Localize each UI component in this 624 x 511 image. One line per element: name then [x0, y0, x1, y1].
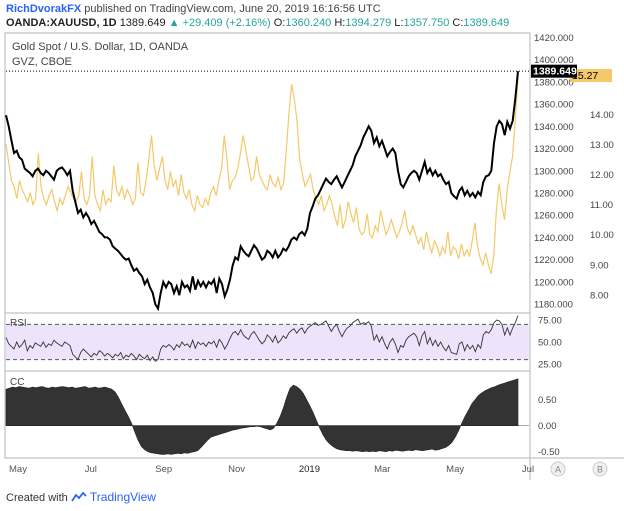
rsi-axis-ticks: 75.00 50.00 25.00: [538, 316, 562, 371]
cc-series-area: [5, 378, 519, 455]
price-tick-label: 1200.000: [534, 277, 574, 288]
svg-text:1389.649: 1389.649: [533, 66, 577, 78]
price-tick-label: 1300.000: [534, 166, 574, 177]
gvz-tick-label: 11.00: [590, 200, 613, 211]
x-tick-label: Jul: [522, 464, 534, 475]
close-value: 1389.649: [463, 17, 510, 29]
rsi-tick-label: 50.00: [538, 338, 562, 349]
low-value: 1357.750: [403, 17, 450, 29]
svg-text:A: A: [555, 465, 561, 475]
price-last-label: 1389.649: [531, 64, 577, 78]
svg-text:B: B: [597, 465, 603, 475]
tradingview-logo-icon: [71, 491, 87, 502]
main-panel-frame: [4, 32, 531, 314]
scale-b-button[interactable]: B: [592, 461, 608, 477]
high-label: H:: [334, 17, 346, 29]
symbol-line: OANDA:XAUUSD, 1D 1389.649 ▲ +29.409 (+2.…: [6, 17, 509, 29]
chart-area[interactable]: 1420.000 1400.000 1380.000 1360.000 1340.000…: [0, 0, 624, 480]
x-tick-label: Mar: [374, 464, 390, 475]
x-axis-ticks: May Jul Sep Nov 2019 Mar May Jul: [9, 464, 534, 475]
rsi-band: [6, 324, 529, 360]
gvz-tick-label: 13.00: [590, 140, 614, 151]
price-tick-label: 1220.000: [534, 255, 574, 266]
footer: Created with TradingView: [6, 490, 156, 504]
up-arrow-icon: ▲: [168, 17, 180, 29]
cc-tick-label: 0.50: [538, 395, 557, 406]
x-tick-label: May: [446, 464, 464, 475]
high-value: 1394.279: [345, 17, 392, 29]
price-change: +29.409 (+2.16%): [182, 17, 271, 29]
price-tick-label: 1340.000: [534, 122, 574, 133]
svg-text:15.27: 15.27: [572, 70, 598, 82]
publish-line: RichDvorakFX published on TradingView.co…: [6, 3, 381, 15]
gvz-tick-label: 14.00: [590, 110, 614, 121]
gold-series-line: [5, 71, 519, 312]
gvz-tick-label: 10.00: [590, 230, 614, 241]
x-tick-label: May: [9, 464, 27, 475]
gvz-tick-label: 12.00: [590, 170, 614, 181]
author-link[interactable]: RichDvorakFX: [6, 3, 82, 15]
rsi-series-line: [5, 315, 519, 362]
price-tick-label: 1180.000: [534, 300, 573, 311]
main-axis-ticks: 1420.000 1400.000 1380.000 1360.000 1340.000…: [534, 33, 614, 311]
publish-text: published on TradingView.com, June 20, 2…: [84, 3, 381, 15]
rsi-tick-label: 25.00: [538, 359, 562, 370]
price-tick-label: 1420.000: [534, 33, 574, 44]
x-tick-label: Nov: [228, 464, 245, 475]
cc-axis-ticks: 0.50 0.00 -0.50: [538, 395, 560, 458]
legend-gold: Gold Spot / U.S. Dollar, 1D, OANDA: [12, 41, 189, 53]
open-value: 1360.240: [285, 17, 332, 29]
scale-a-button[interactable]: A: [550, 461, 566, 477]
price-tick-label: 1380.000: [534, 77, 574, 88]
open-label: O:: [273, 17, 286, 29]
legend-cc: CC: [10, 377, 24, 388]
price-tick-label: 1260.000: [534, 211, 574, 222]
price-tick-label: 1400.000: [534, 55, 574, 66]
price-tick-label: 1320.000: [534, 144, 574, 155]
price-tick-label: 1240.000: [534, 233, 574, 244]
x-tick-label: 2019: [299, 464, 320, 475]
gvz-tick-label: 9.00: [590, 260, 609, 271]
gvz-tick-label: 8.00: [590, 290, 609, 301]
x-tick-label: Jul: [85, 464, 97, 475]
last-price: 1389.649: [119, 17, 166, 29]
legend-gvz: GVZ, CBOE: [12, 56, 72, 68]
symbol-name: OANDA:XAUUSD, 1D: [6, 17, 117, 29]
low-label: L:: [394, 17, 404, 29]
x-tick-label: Sep: [155, 464, 172, 475]
price-tick-label: 1280.000: [534, 189, 574, 200]
cc-tick-label: 0.00: [538, 421, 557, 432]
gvz-series-line: [5, 76, 519, 275]
tradingview-brand-link[interactable]: TradingView: [89, 490, 156, 504]
gvz-last-label: 15.27: [570, 69, 612, 83]
created-with-text: Created with: [6, 492, 68, 504]
cc-tick-label: -0.50: [538, 447, 560, 458]
rsi-tick-label: 75.00: [538, 316, 562, 327]
close-label: C:: [452, 17, 464, 29]
legend-rsi: RSI: [10, 318, 27, 329]
price-tick-label: 1360.000: [534, 100, 574, 111]
